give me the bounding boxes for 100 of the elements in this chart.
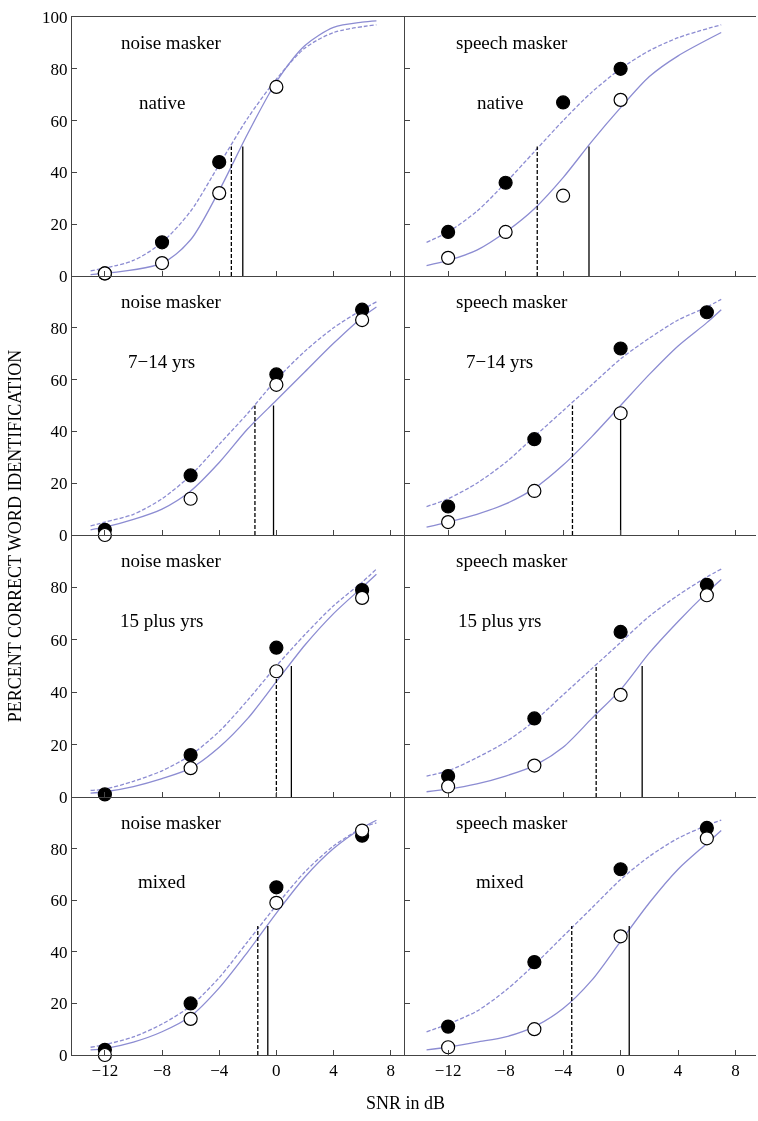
text: mixed (476, 871, 524, 892)
text: 7−14 yrs (128, 351, 196, 372)
text: noise masker (121, 550, 222, 571)
point (441, 779, 456, 794)
x-tick-label: −4 (210, 1061, 229, 1081)
y-tick-label: 0 (59, 787, 68, 807)
y-tick-label: 40 (50, 942, 68, 962)
point (269, 377, 284, 392)
point (269, 79, 284, 95)
x-tick-label: 0 (272, 1061, 281, 1081)
point (183, 747, 198, 763)
point (97, 527, 112, 543)
y-tick-label: 60 (50, 630, 68, 650)
point (613, 92, 628, 107)
point (556, 95, 571, 110)
point (527, 711, 542, 726)
point (441, 250, 456, 265)
text: speech masker (456, 812, 568, 833)
x-tick-label: 4 (673, 1061, 683, 1081)
y-tick-label: 20 (50, 474, 68, 494)
point (269, 664, 284, 679)
y-tick-label: 0 (59, 525, 68, 545)
text: 15 plus yrs (458, 610, 542, 631)
point (97, 787, 112, 802)
text: noise masker (121, 291, 222, 312)
point (527, 432, 542, 447)
x-tick-label: −12 (91, 1061, 119, 1081)
point (498, 224, 513, 240)
point (699, 831, 714, 846)
y-tick-label: 0 (59, 1045, 68, 1065)
y-tick-label: 80 (50, 578, 68, 598)
point (441, 1019, 456, 1034)
point (613, 862, 628, 877)
point (212, 154, 227, 170)
point (355, 823, 370, 838)
text: noise masker (121, 812, 222, 833)
point (527, 758, 542, 773)
text: native (139, 92, 186, 113)
text: speech masker (456, 550, 568, 571)
point (183, 468, 198, 483)
y-tick-label: 20 (50, 994, 68, 1014)
x-tick-label: 8 (731, 1061, 740, 1081)
point (355, 590, 370, 605)
point (527, 1022, 542, 1037)
x-axis-title: SNR in dB (366, 1093, 446, 1113)
text: speech masker (456, 32, 568, 53)
point (613, 929, 628, 944)
text: 15 plus yrs (120, 610, 204, 631)
point (183, 996, 198, 1011)
point (527, 483, 542, 499)
point (441, 499, 456, 514)
y-tick-label: 40 (50, 163, 68, 183)
y-tick-label: 80 (50, 839, 68, 859)
point (699, 588, 714, 603)
point (556, 188, 571, 203)
point (441, 514, 456, 530)
text: noise masker (121, 32, 222, 53)
y-axis-title: PERCENT CORRECT WORD IDENTIFICATION (5, 349, 26, 723)
y-tick-label: 40 (50, 422, 68, 442)
x-tick-label: 0 (616, 1061, 625, 1081)
y-tick-label: 20 (50, 735, 68, 755)
x-tick-label: −12 (434, 1061, 462, 1081)
x-tick-label: −8 (152, 1061, 172, 1081)
text: speech masker (456, 291, 568, 312)
point (269, 880, 284, 895)
point (498, 175, 513, 190)
point (154, 255, 170, 271)
point (269, 895, 284, 910)
point (355, 312, 370, 328)
point (183, 1011, 198, 1026)
x-tick-label: −4 (554, 1061, 573, 1081)
point (212, 186, 227, 201)
point (441, 1040, 456, 1055)
y-tick-label: 60 (50, 370, 68, 390)
x-tick-label: 4 (329, 1061, 339, 1081)
point (183, 761, 198, 776)
y-tick-label: 0 (59, 266, 68, 286)
text: 7−14 yrs (466, 351, 534, 372)
point (613, 406, 628, 421)
point (613, 624, 628, 640)
point (613, 687, 628, 702)
point (154, 235, 170, 250)
text: mixed (138, 871, 186, 892)
point (527, 955, 542, 970)
point (183, 491, 198, 506)
y-tick-label: 80 (50, 318, 68, 338)
point (613, 61, 628, 76)
x-tick-label: 8 (386, 1061, 395, 1081)
point (613, 341, 628, 356)
point (699, 305, 714, 320)
point (269, 640, 284, 655)
y-tick-label: 100 (42, 7, 68, 27)
y-tick-label: 60 (50, 111, 68, 131)
y-tick-label: 80 (50, 59, 68, 79)
x-tick-label: −8 (496, 1061, 515, 1081)
point (97, 1047, 112, 1063)
y-tick-label: 40 (50, 683, 68, 703)
y-tick-label: 60 (50, 891, 68, 911)
point (441, 224, 456, 240)
y-tick-label: 20 (50, 215, 68, 235)
